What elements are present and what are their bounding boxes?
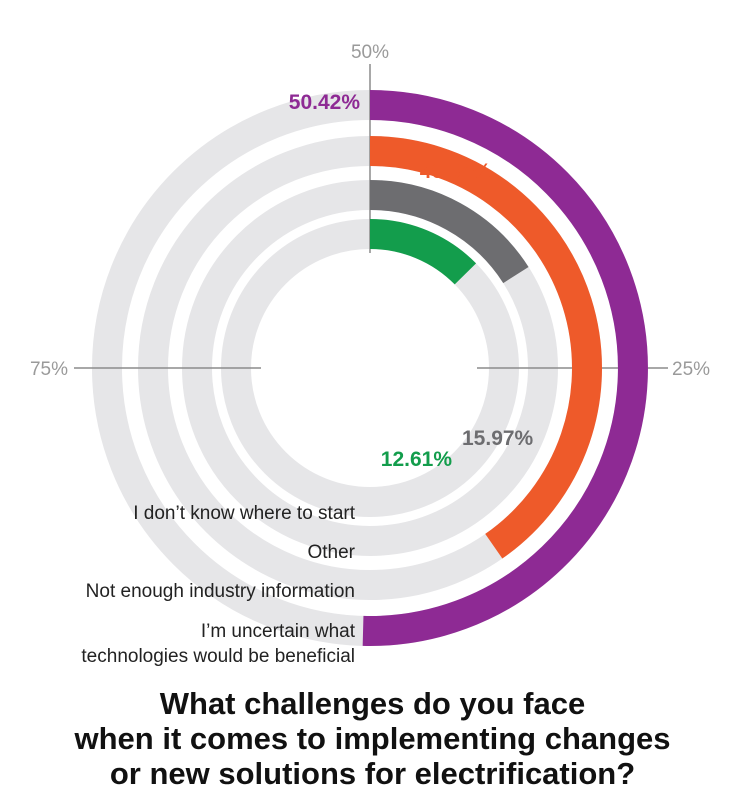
value-label-4: 12.61% bbox=[381, 448, 453, 471]
tick-label-75: 75% bbox=[30, 359, 68, 380]
category-label-1-line-2: technologies would be beneficial bbox=[81, 646, 355, 667]
chart-title-line-1: What challenges do you face bbox=[159, 686, 586, 721]
value-arc-2 bbox=[369, 136, 602, 559]
chart-title-line-2: when it comes to implementing changes bbox=[74, 721, 671, 756]
category-label-4-line-1: I don’t know where to start bbox=[133, 503, 355, 524]
category-label-2-line-1: Not enough industry information bbox=[86, 581, 355, 602]
chart-title-line-3: or new solutions for electrification? bbox=[109, 756, 636, 791]
tick-label-50: 50% bbox=[351, 42, 389, 63]
value-arc-4 bbox=[369, 219, 477, 285]
value-arc-1 bbox=[362, 90, 648, 646]
category-label-1-line-1: I’m uncertain what bbox=[201, 621, 356, 642]
tick-label-25: 25% bbox=[672, 359, 710, 380]
value-arc-3 bbox=[369, 180, 529, 284]
category-label-3-line-1: Other bbox=[307, 542, 355, 563]
chart-title: What challenges do you face when it come… bbox=[0, 686, 745, 791]
value-label-3: 15.97% bbox=[462, 427, 534, 450]
value-label-2: 40.34% bbox=[420, 160, 492, 183]
value-label-1: 50.42% bbox=[289, 91, 361, 114]
